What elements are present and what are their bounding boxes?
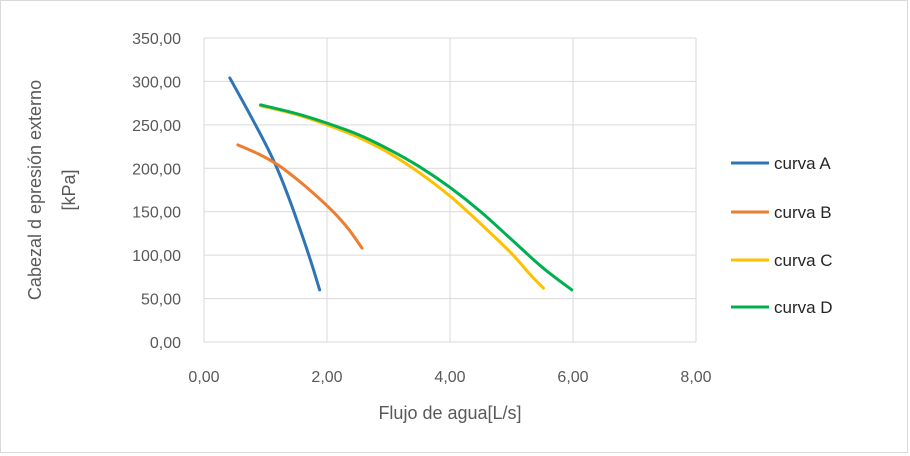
y-tick-labels: 0,00 50,00 100,00 150,00 200,00 250,00 300,00 3… <box>132 31 181 352</box>
legend: curva A curva B curva C curva D <box>731 154 833 317</box>
y-tick-label: 350,00 <box>132 31 181 48</box>
y-tick-label: 150,00 <box>132 205 181 222</box>
legend-label-curva-c: curva C <box>774 251 833 270</box>
y-axis-title: Cabezal d epresión externo [kPa] <box>25 80 79 300</box>
y-tick-label: 200,00 <box>132 161 181 178</box>
y-tick-label: 250,00 <box>132 118 181 135</box>
legend-label-curva-d: curva D <box>774 298 833 317</box>
x-tick-label: 2,00 <box>311 369 342 386</box>
series-line-curva-d <box>259 103 574 292</box>
series-lines <box>228 76 574 292</box>
x-tick-label: 4,00 <box>434 369 465 386</box>
x-tick-label: 8,00 <box>680 369 711 386</box>
legend-label-curva-b: curva B <box>774 203 832 222</box>
x-axis-title: Flujo de agua[L/s] <box>378 403 521 423</box>
y-tick-label: 50,00 <box>141 292 181 309</box>
y-tick-label: 300,00 <box>132 74 181 91</box>
series-line-curva-c <box>259 104 545 290</box>
x-tick-label: 6,00 <box>557 369 588 386</box>
x-tick-label: 0,00 <box>188 369 219 386</box>
series-line-curva-a <box>228 76 322 292</box>
y-axis-title-line: [kPa] <box>59 169 79 210</box>
series-line-curva-b <box>236 143 364 250</box>
y-tick-label: 100,00 <box>132 248 181 265</box>
legend-label-curva-a: curva A <box>774 154 831 173</box>
x-tick-labels: 0,00 2,00 4,00 6,00 8,00 <box>188 369 711 386</box>
gridlines <box>203 37 697 343</box>
y-tick-label: 0,00 <box>150 335 181 352</box>
y-axis-title-line: Cabezal d epresión externo <box>25 80 45 300</box>
